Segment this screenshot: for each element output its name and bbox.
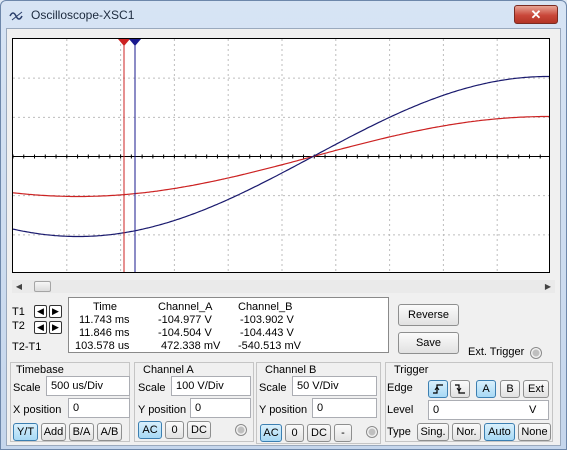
scroll-left-icon[interactable]: ◀ [15,282,23,291]
save-button[interactable]: Save [398,332,459,354]
trigger-source-a-button[interactable]: A [476,380,496,398]
timebase-scale-label: Scale [13,382,41,394]
channel-b-dc-button[interactable]: DC [307,424,331,442]
channel-a-scale-label: Scale [138,382,166,394]
channel-b-trace [13,75,549,238]
channel-b-invert-button[interactable]: - [334,424,352,442]
mode-ab-button[interactable]: A/B [97,423,122,441]
trigger-source-b-button[interactable]: B [500,380,520,398]
reverse-button[interactable]: Reverse [398,304,459,326]
t1-channel-a: -104.977 V [158,314,212,326]
t1-channel-b: -103.902 V [240,314,294,326]
horizontal-scrollbar[interactable]: ◀ ▶ [12,280,555,293]
t2-t1-channel-b: -540.513 mV [238,340,301,352]
channel-a-trace [13,115,549,198]
trigger-type-normal-button[interactable]: Nor. [452,423,481,441]
cursor-readout-table: Time Channel_A Channel_B 11.743 ms -104.… [68,297,389,353]
edge-rising-button[interactable] [428,380,448,398]
edge-label: Edge [387,382,413,394]
x-position-field[interactable]: 0 [68,398,130,418]
cursor-t2-handle[interactable] [129,39,141,46]
channel-a-title: Channel A [143,364,194,376]
trigger-type-single-button[interactable]: Sing. [417,423,449,441]
t1-right-arrow-icon[interactable]: ▶ [49,305,62,318]
ext-trigger-label: Ext. Trigger [468,346,525,358]
t2-label: T2 [12,320,25,332]
ext-trigger-terminal[interactable] [530,347,542,359]
channel-b-y-position-label: Y position [259,404,308,416]
channel-a-dc-button[interactable]: DC [187,421,211,439]
timebase-scale-field[interactable]: 500 us/Div [46,376,130,396]
header-time: Time [93,301,118,313]
grid [13,39,549,272]
x-position-label: X position [13,404,62,416]
channel-a-scale-field[interactable]: 100 V/Div [171,376,251,396]
channel-b-title: Channel B [265,364,317,376]
oscilloscope-wave-icon [9,9,25,23]
channel-b-terminal[interactable] [366,426,378,438]
t2-channel-a: -104.504 V [158,327,212,339]
channel-a-y-position-field[interactable]: 0 [190,398,251,418]
level-label: Level [387,404,414,416]
channel-b-group [256,362,381,444]
trigger-type-auto-button[interactable]: Auto [484,423,515,441]
t1-left-arrow-icon[interactable]: ◀ [34,305,47,318]
level-unit: V [529,404,537,416]
mode-add-button[interactable]: Add [41,423,66,441]
header-channel-a: Channel_A [158,301,213,313]
channel-b-y-position-field[interactable]: 0 [312,398,377,418]
trigger-source-ext-button[interactable]: Ext [523,380,549,398]
close-button[interactable]: ✕ [514,5,558,24]
channel-a-terminal[interactable] [235,424,247,436]
t2-right-arrow-icon[interactable]: ▶ [49,321,62,334]
t2-time: 11.846 ms [79,327,130,339]
mode-yt-button[interactable]: Y/T [13,423,38,441]
timebase-title: Timebase [16,364,64,376]
t2-t1-time: 103.578 us [75,340,130,352]
scroll-right-icon[interactable]: ▶ [544,282,552,291]
t2-t1-channel-a: 472.338 mV [161,340,221,352]
level-value: 0 [433,404,440,416]
channel-b-ac-button[interactable]: AC [260,424,282,442]
level-field[interactable]: 0 V [428,400,549,420]
rising-edge-icon [432,384,444,398]
channel-a-ac-button[interactable]: AC [138,421,162,439]
t2-t1-label: T2-T1 [12,341,42,353]
t1-time: 11.743 ms [79,314,130,326]
channel-b-zero-button[interactable]: 0 [285,424,304,442]
scroll-thumb[interactable] [34,281,51,292]
window-title: Oscilloscope-XSC1 [31,8,135,22]
mode-ba-button[interactable]: B/A [69,423,94,441]
header-channel-b: Channel_B [238,301,293,313]
cursor-t1-handle[interactable] [118,39,130,46]
channel-a-group [134,362,254,442]
channel-b-scale-field[interactable]: 50 V/Div [292,376,377,396]
trigger-group [385,362,553,442]
falling-edge-icon [454,384,466,398]
channel-a-zero-button[interactable]: 0 [165,421,184,439]
channel-a-y-position-label: Y position [138,404,187,416]
channel-b-scale-label: Scale [259,382,287,394]
waveform-display [13,39,549,272]
trigger-title: Trigger [394,364,429,376]
type-label: Type [387,426,411,438]
oscilloscope-screen[interactable] [12,38,550,273]
edge-falling-button[interactable] [450,380,470,398]
t1-label: T1 [12,306,25,318]
trigger-type-none-button[interactable]: None [518,423,551,441]
close-icon: ✕ [530,7,542,22]
t2-left-arrow-icon[interactable]: ◀ [34,321,47,334]
t2-channel-b: -104.443 V [240,327,294,339]
